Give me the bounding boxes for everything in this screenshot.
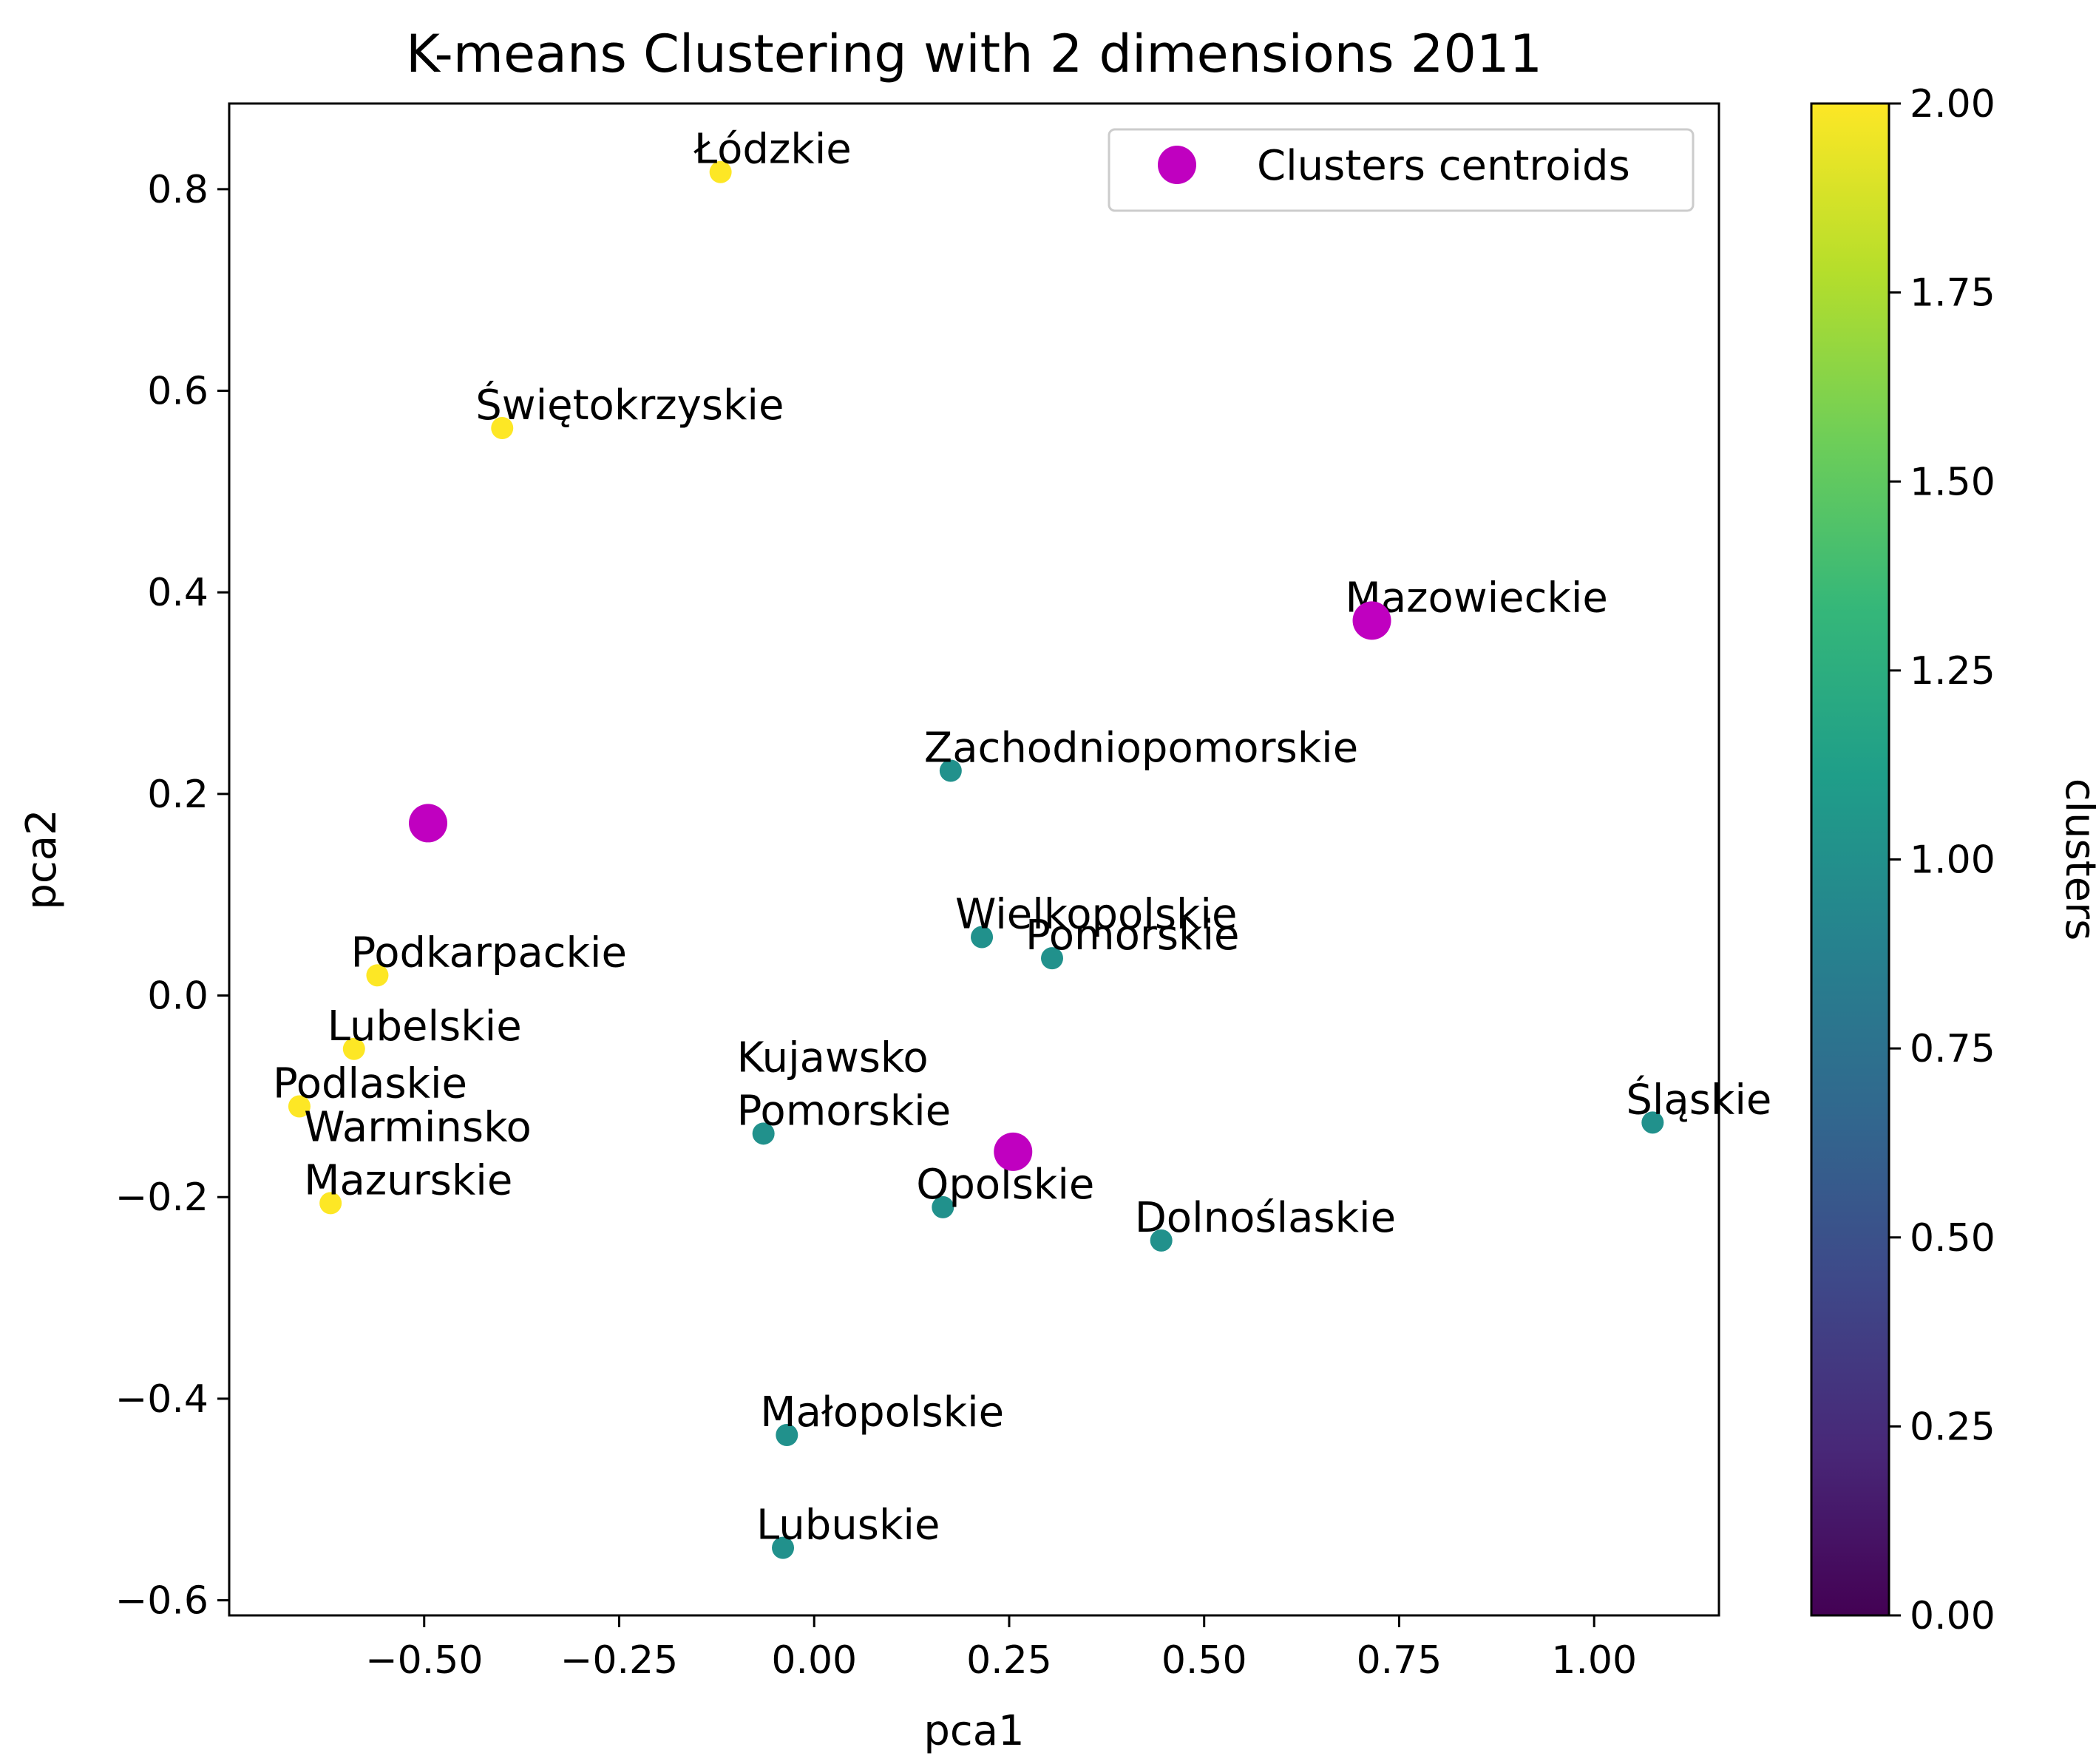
y-tick-label: 0.8 [147,168,208,212]
x-tick-label: −0.50 [365,1638,483,1683]
y-tick-label: 0.6 [147,370,208,414]
point-label: Zachodniopomorskie [924,725,1358,773]
point-label-line: Kujawsko [737,1034,929,1082]
colorbar-label: clusters [2056,778,2096,941]
point-label-line: Lubelskie [328,1003,522,1051]
colorbar-tick-label: 0.75 [1910,1027,1995,1071]
data-point [342,1037,365,1060]
centroid-point [1352,601,1391,640]
x-tick-label: 0.00 [771,1638,857,1683]
point-label: Dolnoślaskie [1135,1194,1396,1242]
legend-marker [1158,146,1196,184]
legend-label: Clusters centroids [1257,142,1630,190]
data-point [1641,1111,1664,1134]
point-label-line: Małopolskie [760,1388,1004,1436]
point-label: Świętokrzyskie [475,381,784,430]
point-label: Lubuskie [756,1502,940,1550]
chart-title: K-means Clustering with 2 dimensions 201… [406,24,1542,84]
point-label-line: Lubuskie [756,1502,940,1550]
point-label: Wielkopolskie [955,890,1237,938]
y-tick-label: −0.4 [115,1377,208,1422]
point-label-line: Zachodniopomorskie [924,725,1358,773]
y-tick-label: 0.4 [147,571,208,615]
data-point [939,759,962,782]
point-label-line: Pomorskie [737,1087,951,1135]
colorbar-tick-label: 1.25 [1910,649,1995,693]
x-tick-label: 0.75 [1357,1638,1442,1683]
data-point [491,416,514,439]
data-point [366,964,389,987]
point-label-line: Warminsko [304,1103,532,1151]
colorbar-tick-label: 0.00 [1910,1594,1995,1638]
data-point [319,1192,342,1215]
point-label-line: Pomorskie [1025,912,1240,960]
y-tick-label: −0.6 [115,1579,208,1624]
centroid-point [409,804,448,843]
point-label: Podlaskie [273,1060,467,1108]
point-label-line: Podkarpackie [350,929,626,977]
x-tick-label: 1.00 [1551,1638,1637,1683]
data-point [1150,1229,1173,1252]
colorbar [1810,102,1890,1617]
point-label: Podkarpackie [350,929,626,977]
point-label-line: Podlaskie [273,1060,467,1108]
point-label-line: Świętokrzyskie [475,381,784,430]
colorbar-tick-label: 1.00 [1910,838,1995,883]
point-label: Łódzkie [693,126,852,174]
legend: Clusters centroids [1108,128,1695,212]
point-label-line: Wielkopolskie [955,890,1237,938]
colorbar-tick-label: 1.50 [1910,460,1995,504]
colorbar-tick-label: 0.25 [1910,1405,1995,1449]
centroid-point [994,1132,1033,1171]
data-point [971,926,994,949]
plot-frame [228,102,1720,1617]
point-label: Małopolskie [760,1388,1004,1436]
y-tick-label: −0.2 [115,1176,208,1220]
data-point [709,160,732,183]
data-point [772,1536,795,1559]
x-tick-label: 0.50 [1161,1638,1247,1683]
data-point [752,1122,775,1145]
colorbar-tick-label: 2.00 [1910,82,1995,126]
data-point [1040,947,1063,970]
point-label: Pomorskie [1025,912,1240,960]
data-point [932,1195,954,1218]
point-label: Kujawsko Pomorskie [737,1034,951,1135]
data-point [288,1095,311,1118]
x-tick-label: −0.25 [560,1638,678,1683]
colorbar-tick-label: 0.50 [1910,1216,1995,1261]
data-point [776,1423,798,1446]
marks-layer: −0.50 −0.25 0.00 0.25 0.50 0.75 1.00 −0.6 −0.4 −0… [115,82,2096,1683]
point-label: Warminsko Mazurskie [304,1103,532,1204]
point-label-line: Mazurskie [304,1156,512,1204]
point-label: Śląskie [1626,1076,1771,1124]
colorbar-tick-label: 1.75 [1910,271,1995,316]
y-tick-label: 0.0 [147,974,208,1019]
x-tick-label: 0.25 [966,1638,1052,1683]
point-label-line: Śląskie [1626,1076,1771,1124]
x-axis-label: pca1 [923,1707,1024,1755]
y-axis-label: pca2 [18,809,66,909]
point-label-line: Łódzkie [693,126,852,174]
point-label-line: Dolnoślaskie [1135,1194,1396,1242]
point-label: Lubelskie [328,1003,522,1051]
legend-box [1108,128,1695,212]
y-tick-label: 0.2 [147,773,208,817]
